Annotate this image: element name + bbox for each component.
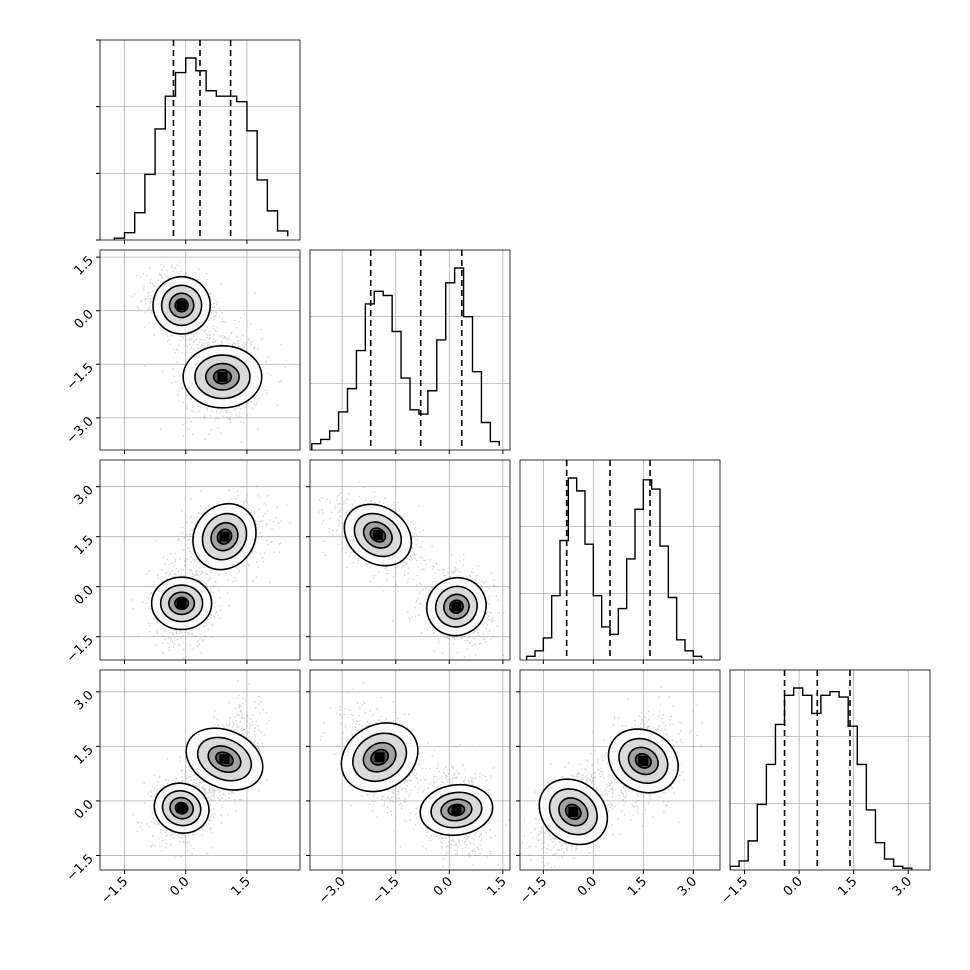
- x-tick-label: −3.0: [316, 874, 349, 907]
- y-tick-label: 1.5: [72, 533, 97, 558]
- density-peak: [176, 803, 187, 814]
- y-tick-label: 3.0: [72, 688, 97, 713]
- x-tick-label: 0.0: [167, 874, 192, 899]
- y-tick-label: −1.5: [64, 361, 97, 394]
- density-peak: [219, 531, 230, 542]
- y-tick-label: 0.0: [72, 797, 97, 822]
- histogram-step: [730, 687, 913, 870]
- histogram-step: [113, 57, 289, 240]
- panel-1-0: −3.0 −1.5 0.0 1.5: [64, 249, 301, 454]
- density-peak: [638, 755, 649, 766]
- x-tick-label: 1.5: [625, 874, 650, 899]
- x-tick-label: −1.5: [98, 874, 131, 907]
- y-tick-label: 1.5: [72, 743, 97, 768]
- panel-frame: [729, 669, 931, 871]
- x-tick-label: 0.0: [431, 874, 456, 899]
- x-tick-label: 0.0: [575, 874, 600, 899]
- density-peak: [372, 530, 383, 540]
- panel-frame: [519, 669, 721, 871]
- panel-frame: [99, 39, 301, 241]
- density-peak: [217, 371, 228, 382]
- y-tick-label: 3.0: [72, 483, 97, 508]
- x-tick-label: 0.0: [781, 874, 806, 899]
- density-peak: [451, 601, 462, 612]
- y-tick-label: −3.0: [64, 414, 97, 447]
- panel-frame: [309, 459, 511, 661]
- panel-frame: [99, 669, 301, 871]
- y-tick-label: −1.5: [64, 852, 97, 885]
- density-peak: [451, 805, 462, 815]
- histogram-step: [525, 477, 703, 660]
- y-tick-label: 0.0: [72, 307, 97, 332]
- panel-2-0: −1.5 0.0 1.5 3.0: [64, 459, 301, 666]
- y-tick-label: −1.5: [64, 633, 97, 666]
- panel-3-1: −3.0 −1.5 0.0 1.5: [306, 669, 511, 907]
- y-tick-label: 1.5: [72, 253, 97, 278]
- density-peak: [176, 300, 187, 311]
- x-tick-label: −1.5: [517, 874, 550, 907]
- panel-frame: [519, 459, 721, 661]
- panel-2-1: [306, 459, 511, 664]
- panel-0-0: [96, 39, 301, 244]
- x-tick-label: −1.5: [718, 874, 751, 907]
- panel-3-2: −1.5 0.0 1.5 3.0: [516, 669, 721, 907]
- x-tick-label: 3.0: [675, 874, 700, 899]
- histogram-step: [311, 267, 500, 450]
- panel-frame: [99, 249, 301, 451]
- panel-2-2: [519, 459, 721, 664]
- y-tick-label: 0.0: [72, 583, 97, 608]
- x-tick-label: 1.5: [484, 874, 509, 899]
- panel-3-0: −1.5 0.0 1.5 −1.5 0.0 1.5 3.0: [64, 669, 301, 907]
- density-peak: [568, 806, 579, 817]
- density-peak: [176, 598, 187, 609]
- density-peak: [219, 754, 230, 765]
- panel-frame: [309, 249, 511, 451]
- x-tick-label: 1.5: [229, 874, 254, 899]
- panel-1-1: [309, 249, 511, 454]
- x-tick-label: −1.5: [370, 874, 403, 907]
- panel-frame: [99, 459, 301, 661]
- x-tick-label: 1.5: [835, 874, 860, 899]
- x-tick-label: 3.0: [890, 874, 915, 899]
- density-peak: [374, 752, 385, 763]
- panel-3-3: −1.5 0.0 1.5 3.0: [718, 669, 931, 907]
- panel-frame: [309, 669, 511, 871]
- scatter-points: [318, 481, 505, 658]
